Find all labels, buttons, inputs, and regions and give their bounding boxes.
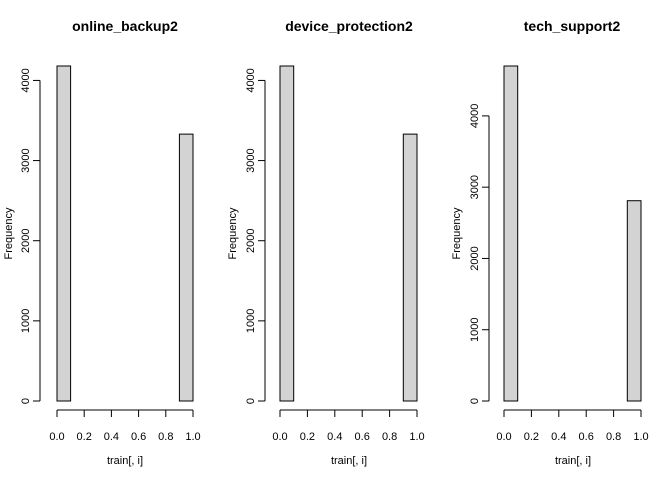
histogram-bar (178, 133, 194, 402)
x-axis-label: train[, i] (331, 455, 367, 467)
x-tick-label: 0.4 (327, 431, 342, 443)
y-tick-label: 1000 (469, 317, 481, 341)
y-tick-label: 2000 (20, 228, 32, 252)
x-tick-label: 0.4 (551, 431, 566, 443)
x-tick-label: 0.0 (49, 431, 64, 443)
x-tick-label: 0.8 (158, 431, 173, 443)
y-tick-label: 1000 (245, 309, 257, 333)
histogram-bar (503, 65, 519, 402)
y-axis-label: Frequency (451, 207, 463, 259)
histogram-bar (626, 200, 642, 402)
x-tick-label: 0.4 (104, 431, 119, 443)
y-tick-label: 0 (245, 398, 257, 404)
x-tick-label: 1.0 (185, 431, 200, 443)
x-tick-label: 0.6 (579, 431, 594, 443)
x-axis-label: train[, i] (107, 455, 143, 467)
y-tick-label: 3000 (245, 148, 257, 172)
y-tick-label: 4000 (20, 68, 32, 92)
y-tick-label: 4000 (245, 68, 257, 92)
x-tick-label: 0.0 (496, 431, 511, 443)
histogram-panel-2: device_protection2 0.0 0.2 0.4 0.6 0.8 1.0 0 100… (227, 18, 425, 467)
x-tick-label: 0.6 (131, 431, 146, 443)
y-axis-label: Frequency (227, 207, 239, 259)
y-tick-label: 3000 (469, 175, 481, 199)
histogram-bar (56, 65, 72, 402)
x-tick-label: 0.8 (382, 431, 397, 443)
chart-title: device_protection2 (285, 18, 413, 34)
y-tick-label: 1000 (20, 309, 32, 333)
x-axis-label: train[, i] (555, 455, 591, 467)
y-tick-label: 4000 (469, 104, 481, 128)
y-axis-label: Frequency (3, 207, 15, 259)
y-tick-label: 2000 (245, 228, 257, 252)
x-tick-label: 0.2 (524, 431, 539, 443)
chart-title: tech_support2 (524, 18, 621, 34)
histogram-panel-3: tech_support2 0.0 0.2 0.4 0.6 0.8 1.0 0 1000 2000… (451, 18, 649, 467)
x-tick-label: 1.0 (409, 431, 424, 443)
histogram-bar (402, 133, 418, 402)
x-tick-label: 0.0 (272, 431, 287, 443)
x-tick-label: 0.8 (606, 431, 621, 443)
y-tick-label: 3000 (20, 148, 32, 172)
chart-title: online_backup2 (72, 18, 178, 34)
x-tick-label: 1.0 (633, 431, 648, 443)
x-tick-label: 0.2 (300, 431, 315, 443)
x-tick-label: 0.2 (77, 431, 92, 443)
y-tick-label: 0 (20, 398, 32, 404)
histogram-bar (279, 65, 295, 402)
y-tick-label: 0 (469, 398, 481, 404)
x-tick-label: 0.6 (355, 431, 370, 443)
y-tick-label: 2000 (469, 246, 481, 270)
histogram-panel-1: online_backup2 0.0 0.2 0.4 0.6 0.8 1.0 0 1000 200… (3, 18, 201, 467)
